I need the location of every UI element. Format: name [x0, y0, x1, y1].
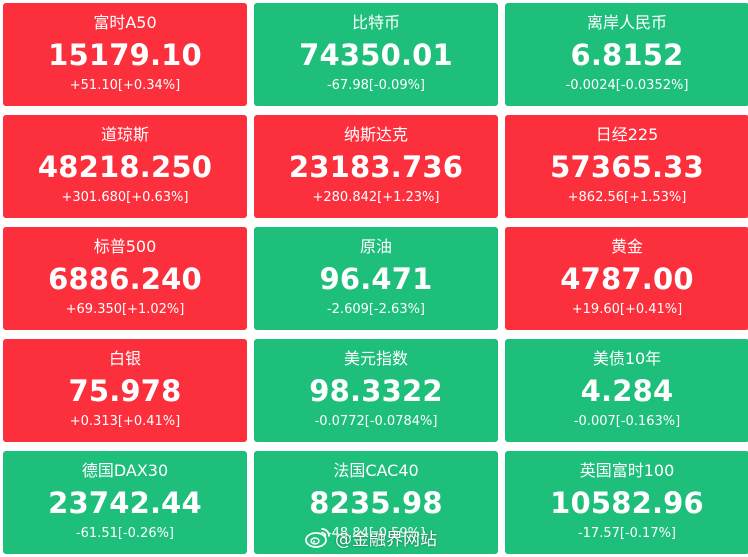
quote-price: 57365.33 — [550, 150, 704, 184]
quote-tile-sp-500[interactable]: 标普500 6886.240 +69.350[+1.02%] — [3, 227, 247, 330]
quote-change: -61.51[-0.26%] — [75, 526, 175, 541]
quote-price: 4787.00 — [560, 262, 694, 296]
quote-change: -0.0772[-0.0784%] — [314, 414, 438, 429]
quote-price: 15179.10 — [48, 38, 202, 72]
quote-tile-dollar-index[interactable]: 美元指数 98.3322 -0.0772[-0.0784%] — [254, 339, 498, 442]
quote-price: 48218.250 — [37, 150, 213, 184]
quote-price: 4.284 — [580, 374, 674, 408]
quote-tile-ftse-100[interactable]: 英国富时100 10582.96 -17.57[-0.17%] — [505, 451, 748, 554]
quote-tile-cac-40[interactable]: 法国CAC40 8235.98 -48.84[-0.59%] — [254, 451, 498, 554]
quote-name: 美元指数 — [343, 349, 408, 368]
quote-name: 道琼斯 — [100, 125, 149, 144]
quote-tile-nikkei-225[interactable]: 日经225 57365.33 +862.56[+1.53%] — [505, 115, 748, 218]
quote-name: 富时A50 — [93, 13, 157, 32]
quote-change: -0.007[-0.163%] — [573, 414, 681, 429]
weibo-icon — [305, 526, 331, 548]
quote-name: 美债10年 — [592, 349, 662, 368]
quote-change: +301.680[+0.63%] — [61, 190, 189, 205]
quote-name: 纳斯达克 — [343, 125, 408, 144]
quote-tile-dow-jones[interactable]: 道琼斯 48218.250 +301.680[+0.63%] — [3, 115, 247, 218]
quote-name: 英国富时100 — [579, 461, 675, 480]
quote-change: +51.10[+0.34%] — [69, 78, 181, 93]
quote-name: 标普500 — [93, 237, 157, 256]
quote-tile-us-10y-treasury[interactable]: 美债10年 4.284 -0.007[-0.163%] — [505, 339, 748, 442]
quote-price: 10582.96 — [550, 486, 704, 520]
quote-tile-offshore-cny[interactable]: 离岸人民币 6.8152 -0.0024[-0.0352%] — [505, 3, 748, 106]
quote-change: -48.84[-0.59%] — [326, 526, 426, 541]
quote-price: 98.3322 — [309, 374, 443, 408]
quote-tile-gold[interactable]: 黄金 4787.00 +19.60[+0.41%] — [505, 227, 748, 330]
quote-price: 96.471 — [319, 262, 433, 296]
quote-name: 法国CAC40 — [333, 461, 419, 480]
quote-name: 黄金 — [610, 237, 643, 256]
quote-price: 23183.736 — [288, 150, 464, 184]
quote-change: +0.313[+0.41%] — [69, 414, 181, 429]
quote-tile-bitcoin[interactable]: 比特币 74350.01 -67.98[-0.09%] — [254, 3, 498, 106]
quote-name: 原油 — [359, 237, 392, 256]
quote-change: -67.98[-0.09%] — [326, 78, 426, 93]
quote-tile-ftse-china-a50[interactable]: 富时A50 15179.10 +51.10[+0.34%] — [3, 3, 247, 106]
quote-change: -2.609[-2.63%] — [326, 302, 426, 317]
quote-name: 德国DAX30 — [81, 461, 169, 480]
quote-name: 白银 — [108, 349, 141, 368]
quote-name: 离岸人民币 — [586, 13, 667, 32]
quote-change: +19.60[+0.41%] — [571, 302, 683, 317]
quote-price: 23742.44 — [48, 486, 202, 520]
quote-price: 75.978 — [68, 374, 182, 408]
source-watermark: @金融界网站 — [305, 524, 437, 550]
quote-change: -17.57[-0.17%] — [577, 526, 677, 541]
quote-price: 6.8152 — [570, 38, 684, 72]
quote-price: 8235.98 — [309, 486, 443, 520]
quote-change: +280.842[+1.23%] — [312, 190, 440, 205]
quote-name: 日经225 — [595, 125, 659, 144]
quote-change: +862.56[+1.53%] — [567, 190, 687, 205]
quote-name: 比特币 — [351, 13, 400, 32]
quote-price: 74350.01 — [299, 38, 453, 72]
quote-change: +69.350[+1.02%] — [65, 302, 185, 317]
quote-tile-silver[interactable]: 白银 75.978 +0.313[+0.41%] — [3, 339, 247, 442]
quote-tile-dax-30[interactable]: 德国DAX30 23742.44 -61.51[-0.26%] — [3, 451, 247, 554]
watermark-text: @金融界网站 — [335, 529, 437, 550]
quote-tile-nasdaq[interactable]: 纳斯达克 23183.736 +280.842[+1.23%] — [254, 115, 498, 218]
quote-change: -0.0024[-0.0352%] — [565, 78, 689, 93]
quote-tile-crude-oil[interactable]: 原油 96.471 -2.609[-2.63%] — [254, 227, 498, 330]
quote-price: 6886.240 — [48, 262, 202, 296]
market-quotes-grid: 富时A50 15179.10 +51.10[+0.34%] 比特币 74350.… — [3, 3, 748, 554]
